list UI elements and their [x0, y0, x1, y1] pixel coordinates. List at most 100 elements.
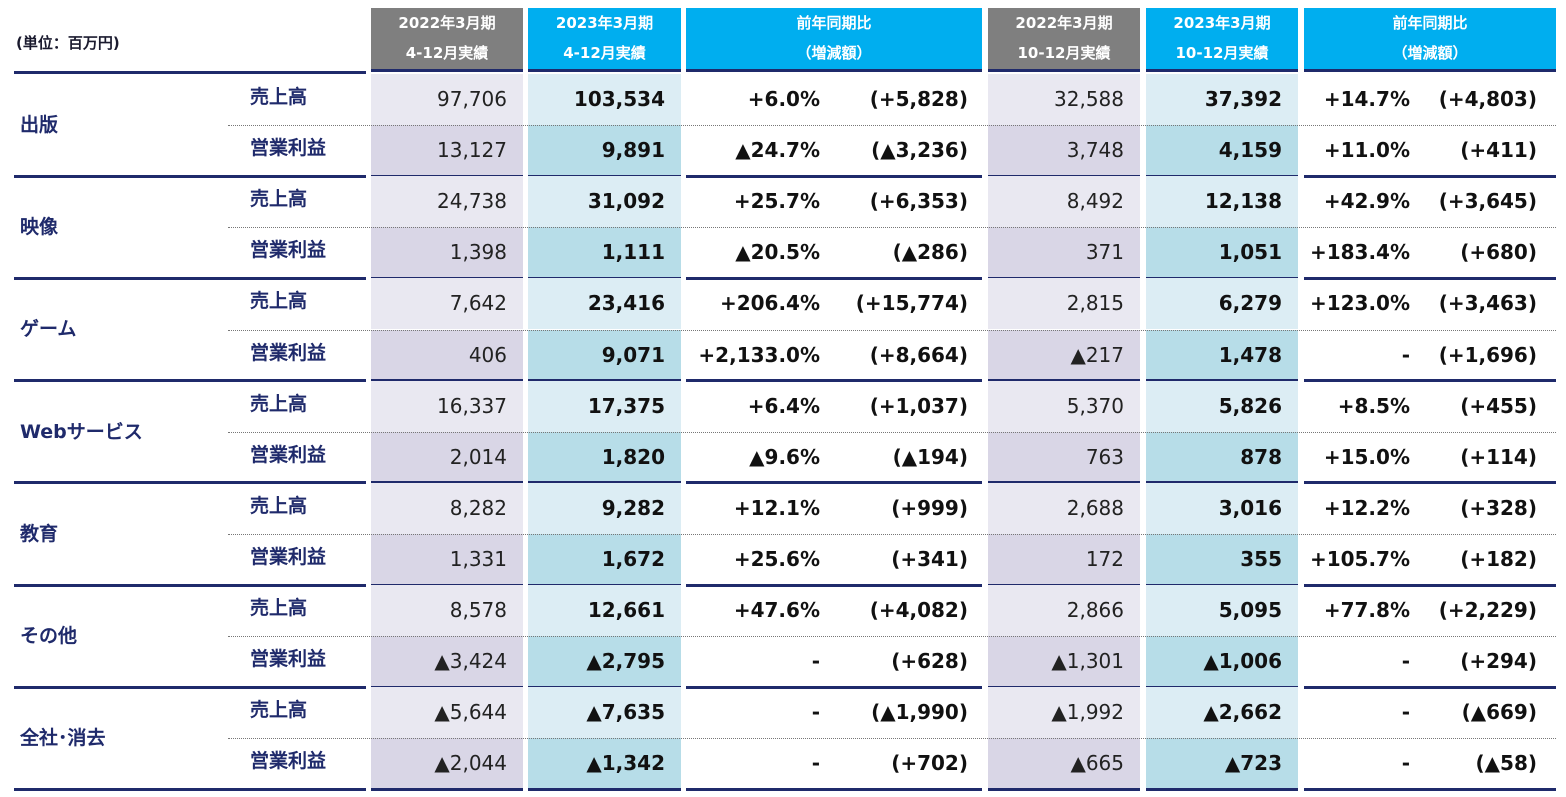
metric-label: 売上高	[250, 86, 308, 108]
metric-label: 売上高	[250, 188, 308, 211]
change-cell: (+1,696)	[1438, 342, 1537, 367]
segment-divider	[1304, 174, 1556, 178]
column-header-text: 4-12月実績	[405, 44, 489, 62]
value-cell: 8,578	[371, 585, 523, 636]
change-cell: (+455)	[1460, 393, 1537, 418]
value-cell: 9,282	[528, 482, 681, 534]
value-cell: 3,016	[1146, 482, 1298, 534]
change-cell: -	[1401, 649, 1410, 674]
segment-divider	[686, 174, 982, 178]
change-cell: -	[811, 751, 820, 776]
change-cell: (+328)	[1460, 495, 1537, 520]
column-header: 2022年3月期 10-12月実績	[988, 8, 1140, 72]
row-divider	[228, 533, 1556, 535]
column-header-text: 2022年3月期	[398, 14, 496, 32]
column-header-text: 10-12月実績	[1017, 44, 1111, 62]
value-cell: 3,748	[988, 125, 1140, 177]
change-cell: (+2,229)	[1438, 598, 1537, 622]
value-cell: 12,661	[528, 585, 681, 636]
value-cell: ▲1,992	[988, 687, 1140, 739]
segment-divider	[1304, 276, 1556, 280]
value-cell: 1,820	[528, 431, 681, 483]
change-cell: -	[811, 700, 820, 725]
metric-label: 営業利益	[250, 750, 327, 773]
value-cell: 17,375	[528, 380, 681, 432]
column-header: 2023年3月期 10-12月実績	[1146, 8, 1298, 72]
metric-label: 営業利益	[250, 137, 327, 160]
change-cell: (+114)	[1460, 444, 1537, 469]
change-cell: +183.4%	[1309, 240, 1410, 265]
segment-divider	[14, 583, 366, 587]
value-cell: 7,642	[371, 278, 523, 330]
change-cell: +25.7%	[733, 189, 820, 214]
segment-divider	[1146, 787, 1298, 791]
value-cell: 172	[988, 533, 1140, 585]
segment-label: ゲーム	[20, 318, 77, 341]
change-cell: -	[1401, 751, 1410, 776]
metric-label: 売上高	[250, 392, 308, 415]
change-cell: +12.2%	[1323, 495, 1410, 520]
change-cell: -	[811, 649, 820, 674]
value-cell: 16,337	[371, 380, 523, 432]
value-cell: ▲723	[1146, 738, 1298, 790]
segment-divider	[988, 787, 1140, 791]
change-cell: (+294)	[1460, 649, 1537, 674]
value-cell: ▲1,301	[988, 636, 1140, 688]
value-cell: 763	[988, 431, 1140, 483]
metric-label: 営業利益	[250, 443, 327, 466]
change-cell: +6.4%	[747, 393, 820, 418]
change-cell: (▲1,990)	[871, 700, 968, 725]
metric-label: 売上高	[250, 699, 308, 722]
value-cell: ▲5,644	[371, 687, 523, 739]
segment-divider	[1304, 379, 1556, 383]
change-cell: (+3,463)	[1438, 291, 1537, 316]
change-cell: +15.0%	[1323, 444, 1410, 469]
column-header-text: 前年同期比	[796, 14, 872, 32]
row-divider	[228, 431, 1556, 433]
change-cell: +123.0%	[1309, 291, 1410, 316]
change-cell: (+628)	[891, 649, 968, 674]
value-cell: 23,416	[528, 278, 681, 330]
value-cell: 2,688	[988, 482, 1140, 534]
value-cell: ▲2,662	[1146, 687, 1298, 739]
segment-divider	[686, 379, 982, 383]
change-cell: (+702)	[891, 751, 968, 776]
segment-divider	[14, 787, 366, 791]
value-cell: 2,014	[371, 431, 523, 483]
segment-divider	[686, 276, 982, 280]
change-cell: (+8,664)	[869, 342, 968, 367]
value-cell: ▲217	[988, 329, 1140, 381]
column-header: 2023年3月期 4-12月実績	[528, 8, 681, 72]
value-cell: 12,138	[1146, 176, 1298, 228]
value-cell: 24,738	[371, 176, 523, 228]
change-cell: +8.5%	[1337, 393, 1410, 418]
value-cell: ▲1,342	[528, 738, 681, 790]
segment-divider	[1304, 481, 1556, 485]
column-header: 前年同期比 （増減額）	[1304, 8, 1556, 72]
change-cell: +105.7%	[1309, 546, 1410, 571]
segment-divider	[686, 583, 982, 587]
value-cell: ▲2,044	[371, 738, 523, 790]
value-cell: 1,331	[371, 533, 523, 585]
metric-label: 売上高	[250, 494, 308, 517]
column-header-text: 2023年3月期	[1173, 14, 1271, 32]
metric-label: 売上高	[250, 597, 308, 619]
change-cell: (+680)	[1460, 240, 1537, 265]
change-cell: (+15,774)	[855, 291, 968, 316]
metric-label: 営業利益	[250, 648, 327, 671]
change-cell: (▲669)	[1461, 700, 1537, 725]
metric-label: 売上高	[250, 290, 308, 313]
row-divider	[228, 125, 1556, 127]
value-cell: ▲7,635	[528, 687, 681, 739]
change-cell: +42.9%	[1323, 189, 1410, 214]
value-cell: 2,866	[988, 585, 1140, 636]
column-header-text: （増減額）	[1392, 44, 1468, 62]
segment-label: 教育	[20, 522, 59, 545]
value-cell: 4,159	[1146, 125, 1298, 177]
value-cell: 406	[371, 329, 523, 381]
value-cell: 5,826	[1146, 380, 1298, 432]
value-cell: 2,815	[988, 278, 1140, 330]
change-cell: +25.6%	[733, 546, 820, 571]
change-cell: +2,133.0%	[698, 342, 820, 367]
value-cell: 97,706	[371, 74, 523, 125]
